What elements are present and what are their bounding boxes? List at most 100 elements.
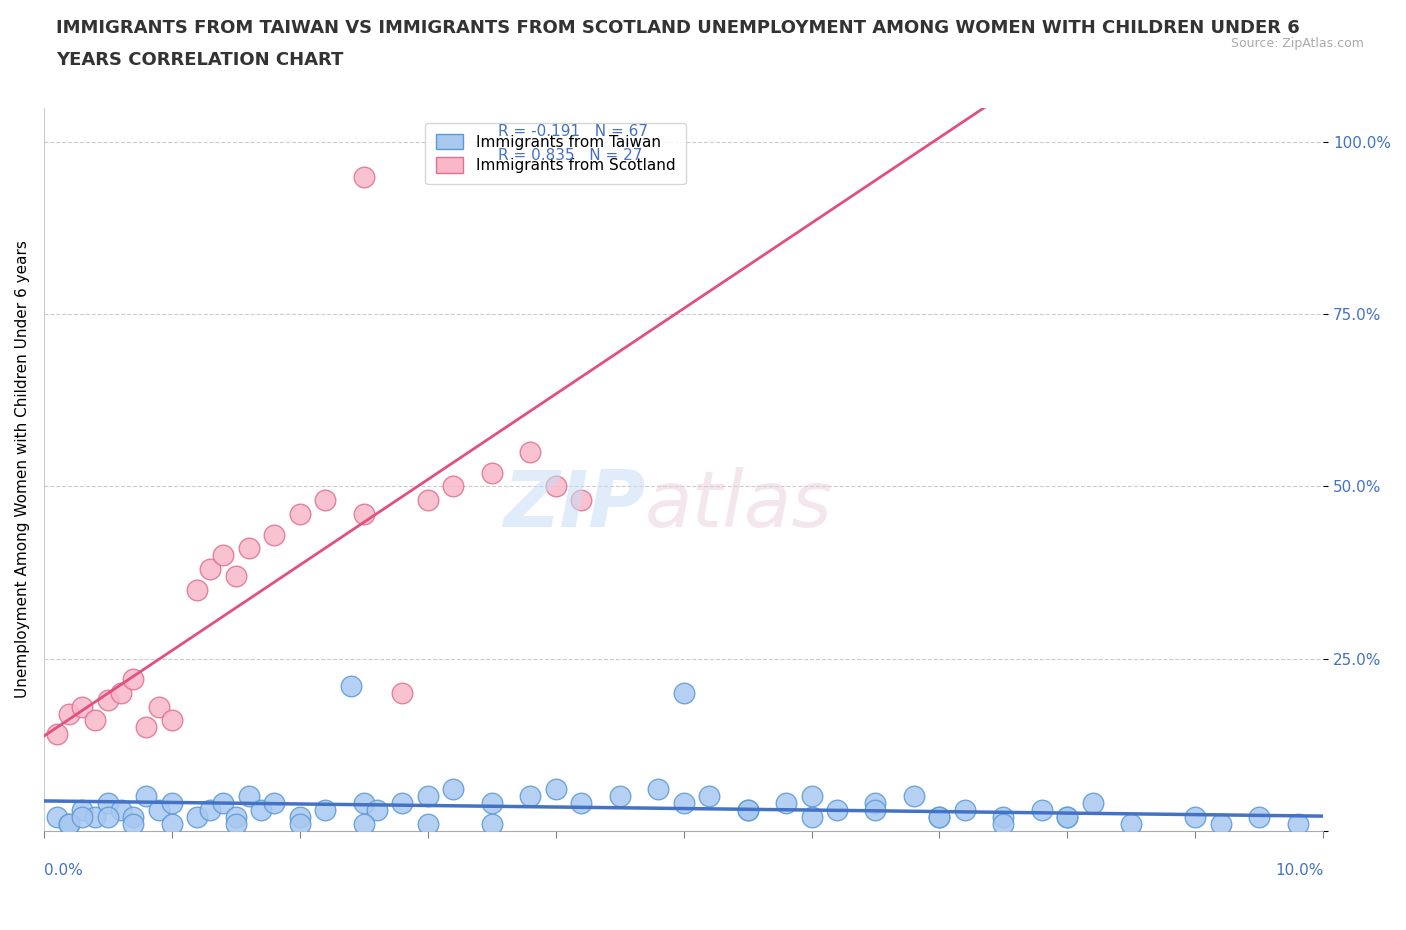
Point: [800, 809, 823, 824]
Point: [481, 795, 503, 810]
Point: [97, 692, 120, 707]
Point: [250, 803, 273, 817]
Point: [225, 568, 247, 583]
Point: [288, 809, 311, 824]
Point: [775, 795, 797, 810]
Point: [353, 169, 375, 184]
Text: R = 0.835   N = 27: R = 0.835 N = 27: [498, 148, 643, 163]
Point: [58, 706, 80, 721]
Text: R = -0.191   N = 67: R = -0.191 N = 67: [498, 124, 648, 139]
Y-axis label: Unemployment Among Women with Children Under 6 years: Unemployment Among Women with Children U…: [15, 240, 30, 698]
Text: IMMIGRANTS FROM TAIWAN VS IMMIGRANTS FROM SCOTLAND UNEMPLOYMENT AMONG WOMEN WITH: IMMIGRANTS FROM TAIWAN VS IMMIGRANTS FRO…: [56, 19, 1301, 36]
Point: [609, 789, 631, 804]
Point: [416, 789, 439, 804]
Point: [353, 817, 375, 831]
Point: [110, 803, 132, 817]
Point: [391, 795, 413, 810]
Point: [519, 789, 541, 804]
Point: [569, 493, 592, 508]
Point: [737, 803, 759, 817]
Point: [200, 562, 222, 577]
Point: [212, 548, 235, 563]
Point: [314, 493, 336, 508]
Point: [288, 507, 311, 522]
Point: [72, 803, 94, 817]
Point: [225, 817, 247, 831]
Point: [416, 493, 439, 508]
Point: [200, 803, 222, 817]
Point: [481, 465, 503, 480]
Point: [263, 795, 285, 810]
Point: [865, 795, 887, 810]
Point: [238, 541, 260, 556]
Point: [737, 803, 759, 817]
Point: [225, 809, 247, 824]
Point: [519, 445, 541, 459]
Point: [263, 527, 285, 542]
Point: [1184, 809, 1206, 824]
Point: [481, 817, 503, 831]
Point: [441, 782, 464, 797]
Legend: Immigrants from Taiwan, Immigrants from Scotland: Immigrants from Taiwan, Immigrants from …: [425, 123, 686, 184]
Point: [160, 795, 183, 810]
Point: [865, 803, 887, 817]
Point: [800, 789, 823, 804]
Point: [928, 809, 950, 824]
Point: [697, 789, 720, 804]
Point: [45, 726, 67, 741]
Text: 0.0%: 0.0%: [44, 863, 83, 878]
Point: [148, 699, 170, 714]
Point: [135, 720, 157, 735]
Point: [84, 809, 107, 824]
Point: [1286, 817, 1309, 831]
Point: [186, 582, 208, 597]
Point: [441, 479, 464, 494]
Point: [148, 803, 170, 817]
Point: [544, 479, 567, 494]
Point: [212, 795, 235, 810]
Point: [238, 789, 260, 804]
Point: [45, 809, 67, 824]
Point: [160, 817, 183, 831]
Point: [993, 817, 1015, 831]
Point: [544, 782, 567, 797]
Point: [1056, 809, 1078, 824]
Point: [672, 685, 695, 700]
Point: [1209, 817, 1232, 831]
Point: [569, 795, 592, 810]
Point: [288, 817, 311, 831]
Point: [72, 809, 94, 824]
Point: [58, 817, 80, 831]
Point: [672, 795, 695, 810]
Text: YEARS CORRELATION CHART: YEARS CORRELATION CHART: [56, 51, 343, 69]
Point: [97, 809, 120, 824]
Text: ZIP: ZIP: [503, 468, 645, 543]
Point: [366, 803, 388, 817]
Point: [135, 789, 157, 804]
Text: Source: ZipAtlas.com: Source: ZipAtlas.com: [1230, 37, 1364, 50]
Point: [160, 713, 183, 728]
Text: atlas: atlas: [645, 468, 834, 543]
Point: [97, 795, 120, 810]
Text: 10.0%: 10.0%: [1275, 863, 1323, 878]
Point: [353, 507, 375, 522]
Point: [353, 795, 375, 810]
Point: [1121, 817, 1143, 831]
Point: [928, 809, 950, 824]
Point: [122, 671, 145, 686]
Point: [122, 817, 145, 831]
Point: [340, 679, 363, 694]
Point: [110, 685, 132, 700]
Point: [391, 685, 413, 700]
Point: [903, 789, 925, 804]
Point: [953, 803, 976, 817]
Point: [416, 817, 439, 831]
Point: [84, 713, 107, 728]
Point: [58, 817, 80, 831]
Point: [122, 809, 145, 824]
Point: [1056, 809, 1078, 824]
Point: [647, 782, 669, 797]
Point: [1031, 803, 1053, 817]
Point: [72, 699, 94, 714]
Point: [314, 803, 336, 817]
